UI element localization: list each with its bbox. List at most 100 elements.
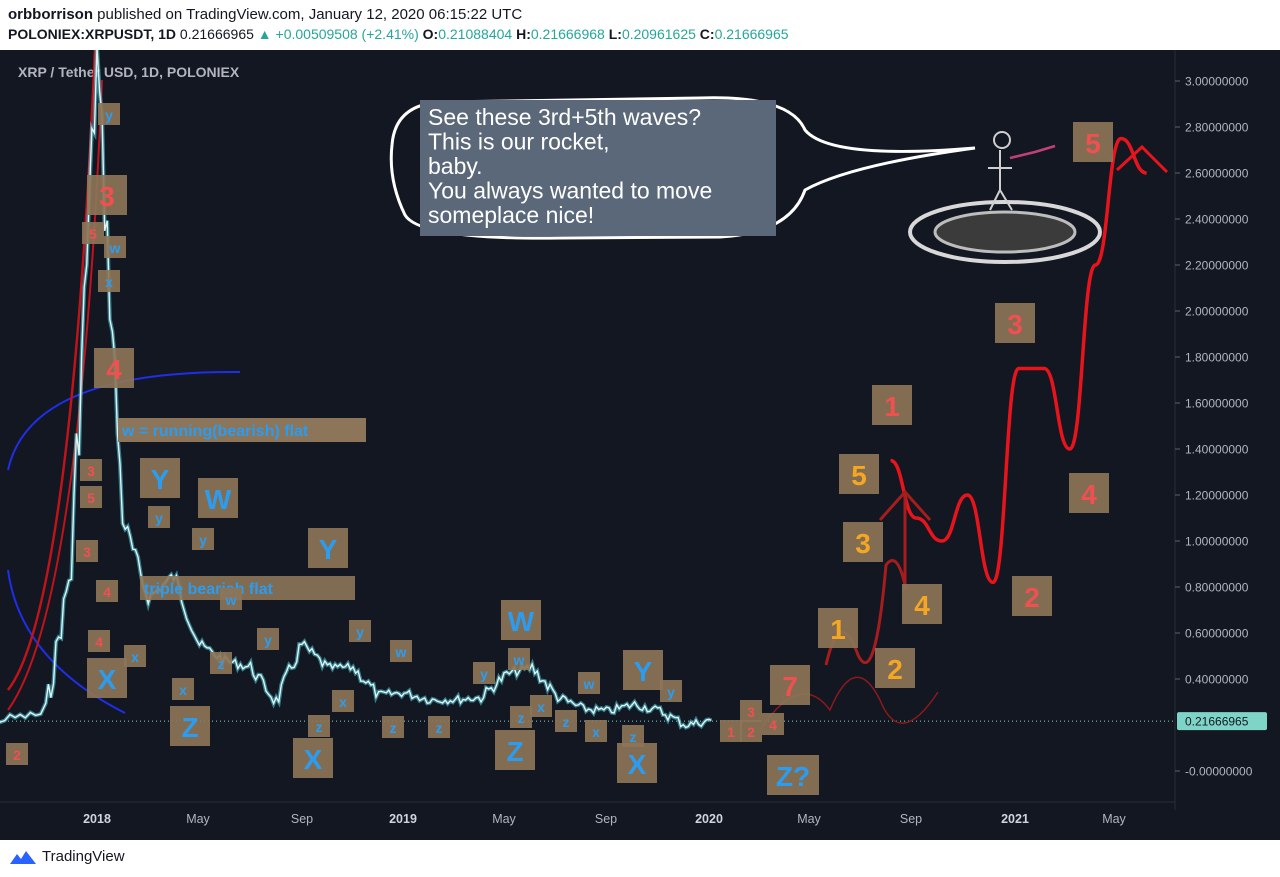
note-box bbox=[118, 418, 366, 442]
wave-label-text: Y bbox=[151, 464, 170, 495]
wave-label-text: Z bbox=[181, 712, 198, 743]
wave-label-text: 2 bbox=[1024, 582, 1040, 613]
wave-label-box bbox=[818, 608, 858, 648]
wave-label-text: x bbox=[179, 682, 187, 698]
wave-label-box bbox=[495, 730, 535, 770]
wave-label: x bbox=[530, 695, 552, 717]
wave-label-text: Z? bbox=[776, 761, 810, 792]
wave-label: X bbox=[293, 738, 333, 778]
tradingview-brand: TradingView bbox=[42, 848, 125, 865]
wave-label-text: Y bbox=[319, 534, 338, 565]
wave-label-text: 3 bbox=[99, 181, 115, 212]
y-tick-label: 1.40000000 bbox=[1185, 443, 1249, 457]
wave-label-box bbox=[198, 478, 238, 518]
wave-label-text: 1 bbox=[884, 391, 900, 422]
wave-label: 3 bbox=[87, 175, 127, 215]
y-tick-label: 1.00000000 bbox=[1185, 535, 1249, 549]
wave-label-text: z bbox=[518, 710, 525, 726]
y-tick-label: 0.60000000 bbox=[1185, 627, 1249, 641]
wave-label-box bbox=[660, 680, 682, 702]
y-tick-label: 1.60000000 bbox=[1185, 397, 1249, 411]
wave-label-text: 4 bbox=[103, 584, 111, 600]
wave-label: z bbox=[510, 706, 532, 728]
x-tick-label: Sep bbox=[900, 812, 922, 826]
tradingview-logo[interactable]: TradingView bbox=[8, 848, 125, 866]
wave-label-box bbox=[82, 222, 104, 244]
wave-label: 3 bbox=[76, 540, 98, 562]
speech-line: See these 3rd+5th waves? bbox=[428, 104, 701, 130]
wave-label: X bbox=[87, 658, 127, 698]
y-tick-label: 1.80000000 bbox=[1185, 351, 1249, 365]
wave-label-text: w bbox=[225, 592, 237, 608]
chart-svg[interactable]: 3.00000000 2.80000000 2.60000000 2.40000000… bbox=[0, 50, 1280, 840]
wave-label: 5 bbox=[80, 486, 102, 508]
wave-label: y bbox=[349, 620, 371, 642]
x-axis[interactable]: 2018 May Sep 2019 May Sep 2020 May Sep 2021 May bbox=[0, 801, 1175, 826]
x-tick-label: May bbox=[797, 812, 821, 826]
y-axis[interactable]: 3.00000000 2.80000000 2.60000000 2.40000000… bbox=[1174, 50, 1267, 810]
curve-arc-top bbox=[7, 370, 241, 471]
wave-label-box bbox=[172, 678, 194, 700]
y-tick-label: 2.80000000 bbox=[1185, 121, 1249, 135]
wave-label: Z bbox=[495, 730, 535, 770]
wave-label-box bbox=[210, 652, 232, 674]
wave-label-box bbox=[6, 743, 28, 765]
wave-label-box bbox=[332, 690, 354, 712]
wave-label-text: Y bbox=[634, 656, 653, 687]
wave-label-box bbox=[875, 648, 915, 688]
wave-label-text: 3 bbox=[855, 528, 871, 559]
wave-label: 1 bbox=[818, 608, 858, 648]
wave-label-text: 1 bbox=[830, 614, 846, 645]
wave-label: 1 bbox=[720, 720, 742, 742]
wave-label-box bbox=[617, 743, 657, 783]
wave-label-text: 4 bbox=[769, 717, 777, 733]
wave-label: x bbox=[332, 690, 354, 712]
wave-label: x bbox=[172, 678, 194, 700]
wave-label-text: 2 bbox=[887, 654, 903, 685]
wave-label: 2 bbox=[740, 720, 762, 742]
wave-label-text: y bbox=[264, 632, 272, 648]
wave-label-text: x bbox=[131, 649, 139, 665]
wave-label-text: 3 bbox=[83, 544, 91, 560]
running-flat-note: w = running(bearish) flat bbox=[118, 418, 366, 442]
last-price-badge bbox=[1177, 712, 1267, 731]
wave-label-text: 2 bbox=[13, 747, 21, 763]
figure-head bbox=[993, 131, 1011, 149]
wave-label: x bbox=[98, 270, 120, 292]
wave-label-box bbox=[501, 600, 541, 640]
speech-bubble-fill bbox=[420, 100, 776, 236]
author-name[interactable]: orbborrison bbox=[8, 6, 93, 23]
chart-title: XRP / Tether USD, 1D, POLONIEX bbox=[18, 64, 240, 80]
wave-label-box bbox=[770, 665, 810, 705]
x-tick-label: 2019 bbox=[389, 812, 417, 826]
wave-label: z bbox=[622, 725, 644, 747]
wave-label-box bbox=[104, 236, 126, 258]
wave-label: 4 bbox=[94, 348, 134, 388]
chart-canvas[interactable]: 3.00000000 2.80000000 2.60000000 2.40000000… bbox=[0, 50, 1280, 840]
wave-label-text: X bbox=[98, 664, 117, 695]
wave-label-text: 4 bbox=[106, 354, 122, 385]
wave-label-text: 1 bbox=[727, 724, 735, 740]
wave-label: w bbox=[390, 640, 412, 662]
wave-label-box bbox=[96, 580, 118, 602]
x-tick-label: Sep bbox=[291, 812, 313, 826]
wave-label: 3 bbox=[995, 303, 1035, 343]
wave-label: 4 bbox=[88, 630, 110, 652]
wave-label-box bbox=[530, 695, 552, 717]
wave-label: x bbox=[124, 645, 146, 667]
x-tick-label: May bbox=[1102, 812, 1126, 826]
speech-line: baby. bbox=[428, 153, 483, 179]
wave-label-box bbox=[220, 588, 242, 610]
wave-label-box bbox=[1069, 473, 1109, 513]
wave-label-box bbox=[88, 630, 110, 652]
symbol-name[interactable]: POLONIEX:XRPUSDT, 1D bbox=[8, 26, 177, 42]
wave-label-box bbox=[140, 458, 180, 498]
wave-label-text: z bbox=[316, 719, 323, 735]
projection-path[interactable] bbox=[889, 136, 1148, 585]
high-label: H: bbox=[516, 26, 531, 42]
wave-label-text: w bbox=[583, 676, 595, 692]
wave-label-text: 4 bbox=[914, 590, 930, 621]
wave-label: W bbox=[198, 478, 238, 518]
wave-label-text: 3 bbox=[1007, 309, 1023, 340]
wave-label-text: 5 bbox=[87, 490, 95, 506]
